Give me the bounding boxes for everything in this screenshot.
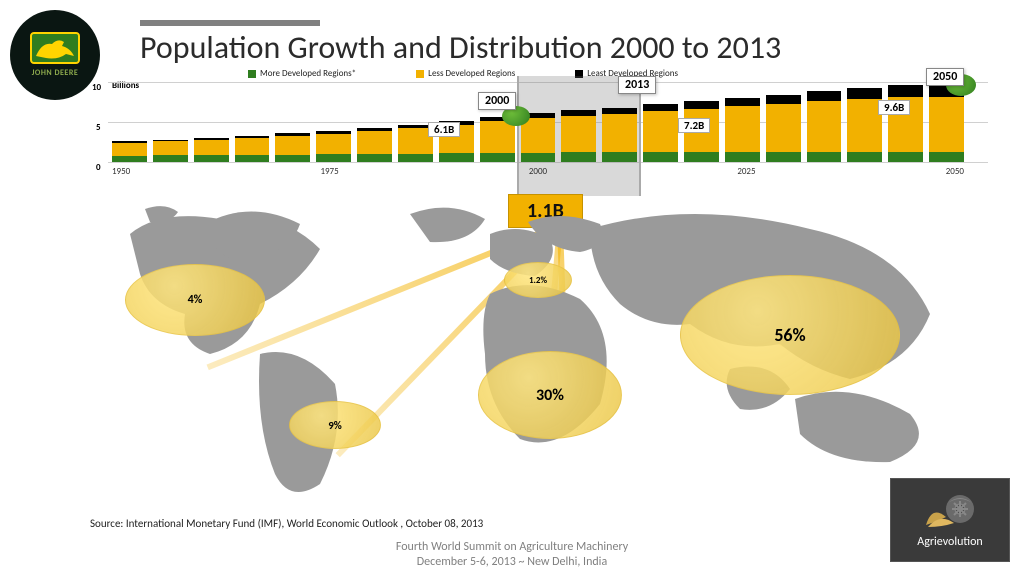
ytick-0: 0 <box>96 162 101 173</box>
bar-segment-less <box>602 114 637 152</box>
bar-segment-less <box>275 136 310 155</box>
bar-segment-more <box>521 153 556 162</box>
ytick-5: 5 <box>96 122 101 133</box>
bar-segment-less <box>643 111 678 152</box>
bar <box>316 131 351 162</box>
bar <box>929 85 964 162</box>
bar <box>888 85 923 162</box>
bar <box>561 110 596 162</box>
bar <box>643 104 678 162</box>
agrievolution-label: Agrievolution <box>917 535 982 549</box>
xtick: 1975 <box>320 166 338 177</box>
bar-segment-less <box>929 97 964 151</box>
bar-segment-less <box>766 104 801 152</box>
bar-segment-more <box>561 152 596 162</box>
bar-segment-least <box>725 98 760 106</box>
region-bubble-north-america: 4% <box>125 264 265 336</box>
bar-segment-least <box>888 85 923 97</box>
footer-line2: December 5-6, 2013 ~ New Delhi, India <box>0 555 1024 570</box>
source-citation: Source: International Monetary Fund (IMF… <box>90 517 483 530</box>
bar-segment-less <box>521 118 556 152</box>
chart-bars-container <box>108 82 968 162</box>
bar-segment-more <box>643 152 678 162</box>
bar <box>725 98 760 162</box>
john-deere-logo: JOHN DEERE <box>10 10 100 100</box>
bar-segment-more <box>194 155 229 162</box>
bar <box>235 136 270 162</box>
bar-segment-more <box>766 152 801 162</box>
bar-segment-more <box>153 155 188 162</box>
bar-segment-more <box>316 154 351 162</box>
bar-segment-more <box>357 154 392 162</box>
bar-segment-more <box>275 155 310 162</box>
region-bubble-south-america: 9% <box>289 401 381 449</box>
bar-segment-least <box>643 104 678 111</box>
region-bubble-africa: 30% <box>478 351 622 439</box>
bar-segment-less <box>235 138 270 155</box>
bar <box>807 91 842 162</box>
bar-segment-more <box>807 152 842 162</box>
bar <box>766 95 801 162</box>
callout-year-2000: 2000 <box>478 92 516 110</box>
ytick-10: 10 <box>92 82 101 93</box>
bar-segment-more <box>725 152 760 162</box>
region-bubble-asia: 56% <box>680 275 900 395</box>
bar-segment-least <box>766 95 801 104</box>
bar-segment-least <box>847 88 882 99</box>
bar-segment-least <box>684 101 719 109</box>
callout-year-2013: 2013 <box>618 76 656 94</box>
bar-segment-more <box>398 154 433 162</box>
bar-segment-less <box>807 101 842 151</box>
bar-segment-more <box>602 152 637 162</box>
bar-segment-more <box>847 152 882 162</box>
bar-segment-less <box>480 121 515 153</box>
slide-title: Population Growth and Distribution 2000 … <box>140 28 781 67</box>
bar <box>194 138 229 162</box>
bar-segment-less <box>194 140 229 155</box>
bar-segment-less <box>561 116 596 152</box>
callout-value-2000: 6.1B <box>428 122 460 137</box>
slide-footer: Fourth World Summit on Agriculture Machi… <box>0 540 1024 570</box>
agrievolution-icon <box>920 491 980 531</box>
xtick: 2000 <box>529 166 547 177</box>
bar-segment-more <box>112 156 147 162</box>
bar-segment-least <box>807 91 842 101</box>
bar <box>275 133 310 162</box>
bar-segment-less <box>153 141 188 155</box>
bar-segment-less <box>725 106 760 152</box>
footer-line1: Fourth World Summit on Agriculture Machi… <box>0 540 1024 555</box>
deer-icon <box>30 32 80 64</box>
bar-segment-more <box>439 153 474 162</box>
bar-segment-more <box>684 152 719 162</box>
bar-segment-more <box>929 152 964 162</box>
population-stacked-bar-chart: More Developed Regions* Less Developed R… <box>108 82 988 192</box>
bar-segment-less <box>316 134 351 155</box>
legend-item-less: Less Developed Regions <box>416 68 515 79</box>
xtick: 1950 <box>112 166 130 177</box>
xtick: 2025 <box>737 166 755 177</box>
bar <box>153 140 188 162</box>
bar-segment-more <box>235 155 270 162</box>
callout-value-2013: 7.2B <box>678 118 710 133</box>
bar-segment-less <box>112 143 147 156</box>
xtick: 2050 <box>946 166 964 177</box>
bar <box>112 141 147 162</box>
agrievolution-badge: Agrievolution <box>890 478 1010 562</box>
bar-segment-more <box>888 152 923 162</box>
chart-x-labels: 1950 1975 2000 2025 2050 <box>108 166 968 177</box>
bar <box>357 128 392 162</box>
logo-text: JOHN DEERE <box>32 68 78 78</box>
callout-value-2050: 9.6B <box>878 100 910 115</box>
callout-year-2050: 2050 <box>926 68 964 86</box>
bar-segment-more <box>480 153 515 162</box>
slide-accent-rule <box>140 20 320 26</box>
legend-item-more: More Developed Regions* <box>248 68 356 79</box>
bar-segment-less <box>357 131 392 154</box>
bar <box>602 108 637 162</box>
region-bubble-europe: 1.2% <box>504 262 572 298</box>
